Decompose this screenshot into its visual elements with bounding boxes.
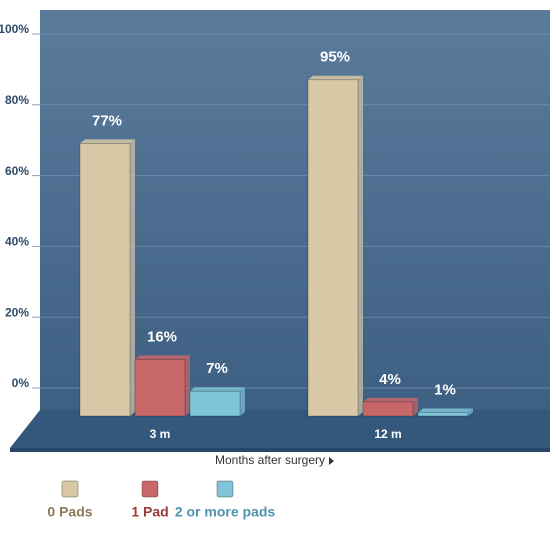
bar-side [240, 387, 245, 416]
floor-edge [10, 448, 550, 452]
value-label: 16% [147, 328, 177, 345]
bar [79, 142, 131, 417]
bar-side [358, 75, 363, 416]
y-tick-label: 40% [5, 235, 29, 249]
bar-top [190, 387, 245, 392]
legend-swatch [141, 480, 159, 498]
value-label: 1% [434, 381, 456, 398]
legend-label: 0 Pads [47, 504, 92, 520]
value-label: 77% [92, 112, 122, 129]
bar-side [185, 355, 190, 416]
y-tick-label: 80% [5, 93, 29, 107]
bar-top [418, 408, 473, 413]
bar-top [135, 355, 190, 360]
legend-label: 1 Pad [131, 504, 168, 520]
y-tick-label: 100% [0, 22, 29, 36]
bar-top [363, 397, 418, 402]
x-tick-label: 12 m [374, 427, 401, 441]
bar [417, 411, 469, 417]
y-tick-label: 60% [5, 164, 29, 178]
x-axis-arrow [329, 457, 334, 465]
legend-swatch [216, 480, 234, 498]
bar [134, 358, 186, 417]
bar-top [308, 75, 363, 80]
bar [189, 390, 241, 417]
floor [10, 410, 550, 448]
x-tick-label: 3 m [150, 427, 171, 441]
value-label: 4% [379, 371, 401, 388]
legend-swatch [61, 480, 79, 498]
bar [362, 401, 414, 417]
x-axis-label: Months after surgery [215, 453, 325, 467]
bar [307, 79, 359, 417]
value-label: 95% [320, 49, 350, 66]
bar-side [468, 408, 473, 416]
legend-label: 2 or more pads [175, 504, 276, 520]
bar-side [413, 397, 418, 416]
y-tick-label: 20% [5, 305, 29, 319]
bar-side [130, 139, 135, 417]
y-tick-label: 0% [12, 376, 30, 390]
value-label: 7% [206, 360, 228, 377]
bar-top [80, 139, 135, 144]
